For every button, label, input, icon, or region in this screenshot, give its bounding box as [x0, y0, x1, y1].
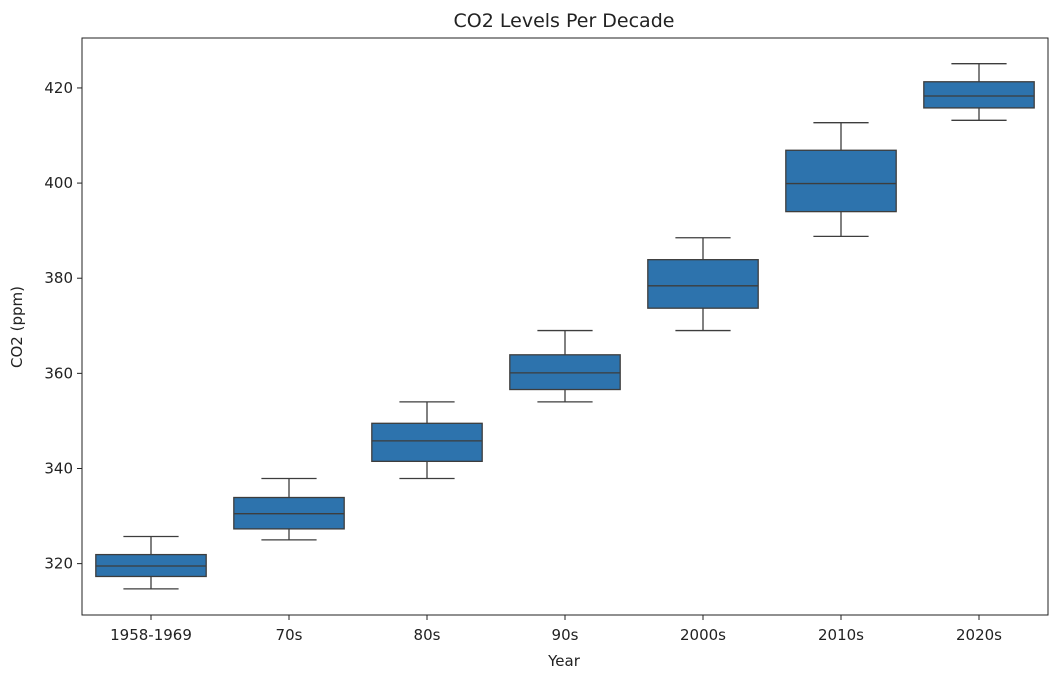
- y-tick-label: 320: [44, 555, 73, 573]
- y-tick-label: 420: [44, 79, 73, 97]
- box-2010s: [785, 149, 897, 213]
- x-tick-label: 2010s: [818, 626, 864, 644]
- x-tick-label: 1958-1969: [110, 626, 192, 644]
- x-axis-label: Year: [547, 652, 581, 670]
- chart-title: CO2 Levels Per Decade: [454, 10, 675, 32]
- x-tick-label: 80s: [414, 626, 441, 644]
- box-2000s: [647, 259, 759, 309]
- box-2020s: [923, 81, 1035, 109]
- y-tick-label: 360: [44, 364, 73, 382]
- y-tick-label: 400: [44, 174, 73, 192]
- y-tick-label: 340: [44, 459, 73, 477]
- y-tick-label: 380: [44, 269, 73, 287]
- x-tick-label: 2000s: [680, 626, 726, 644]
- x-tick-label: 90s: [552, 626, 579, 644]
- x-tick-label: 2020s: [956, 626, 1002, 644]
- box-80s: [371, 422, 483, 463]
- plot-frame: [81, 37, 1049, 616]
- y-axis-label: CO2 (ppm): [8, 286, 26, 368]
- box-90s: [509, 354, 621, 391]
- plot-area: 320 340 360 380 400 420 1958-1969 70s 80s 90s 2000…: [44, 37, 1049, 644]
- x-tick-label: 70s: [276, 626, 303, 644]
